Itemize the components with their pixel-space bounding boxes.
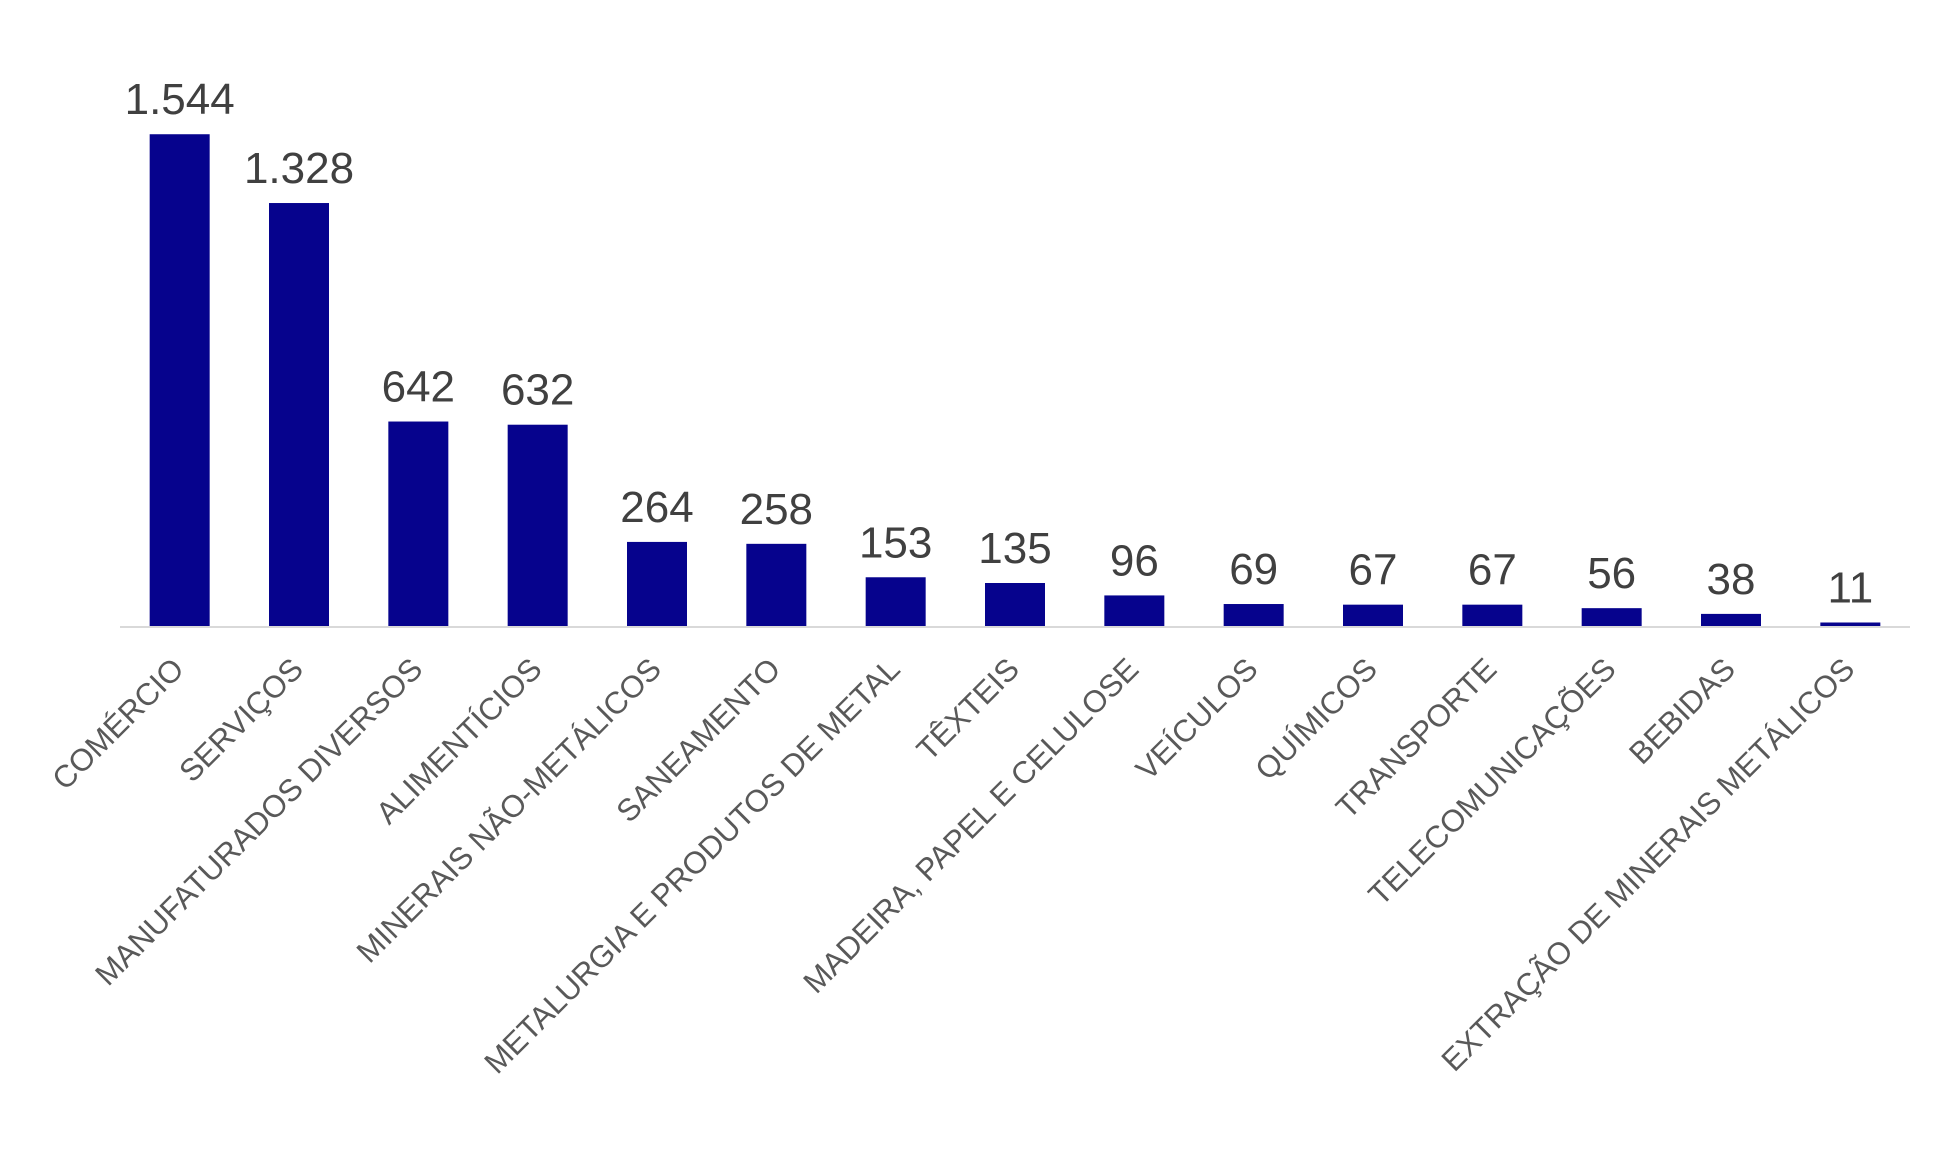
bar <box>1343 604 1403 626</box>
bar-value-label: 56 <box>1587 549 1636 598</box>
bar-value-label: 11 <box>1827 563 1873 612</box>
bar <box>746 543 807 626</box>
bar-value-label: 67 <box>1349 546 1398 595</box>
x-tick-label: BEBIDAS <box>1622 651 1742 771</box>
bar <box>1104 595 1165 626</box>
bar-value-label: 258 <box>740 485 813 534</box>
x-tick-label: METALURGIA E PRODUTOS DE METAL <box>477 651 906 1080</box>
bar-value-label: 1.328 <box>244 144 354 193</box>
bar <box>1581 608 1642 626</box>
bar <box>985 583 1045 626</box>
bar <box>1462 604 1523 626</box>
bar <box>627 541 687 626</box>
bar-value-label: 632 <box>501 366 574 415</box>
x-tick-label: COMÉRCIO <box>45 651 190 796</box>
bar <box>1223 604 1284 626</box>
bar-value-label: 69 <box>1229 545 1278 594</box>
bar <box>1701 613 1761 626</box>
bar-value-label: 96 <box>1110 536 1159 585</box>
bar-value-label: 1.544 <box>125 75 235 124</box>
bar <box>1820 622 1881 626</box>
bar-value-label: 153 <box>859 518 932 567</box>
x-tick-label: TÊXTEIS <box>910 651 1026 767</box>
x-tick-label: EXTRAÇÃO DE MINERAIS METÁLICOS <box>1435 651 1862 1078</box>
bars-group <box>149 134 1881 627</box>
bar-value-label: 67 <box>1468 546 1517 595</box>
bar <box>269 203 329 627</box>
bar-value-label: 642 <box>382 363 455 412</box>
bar <box>865 577 926 626</box>
bar <box>507 424 568 626</box>
bar-value-label: 264 <box>620 483 693 532</box>
bar <box>149 134 210 626</box>
bar <box>388 421 449 626</box>
x-tick-label: TELECOMUNICAÇÕES <box>1362 651 1623 912</box>
bar-value-label: 38 <box>1707 555 1756 604</box>
x-tick-label: VEÍCULOS <box>1129 651 1265 787</box>
bar-value-label: 135 <box>978 524 1051 573</box>
